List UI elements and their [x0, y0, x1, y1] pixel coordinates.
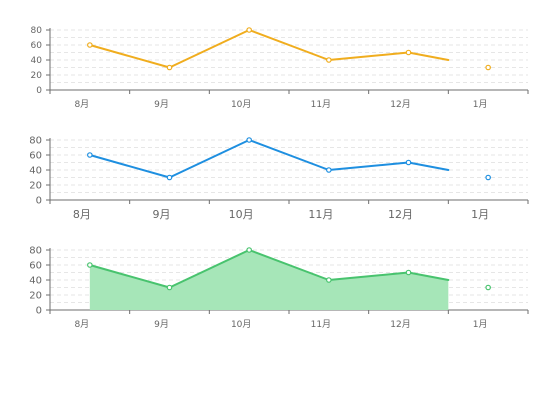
- x-tick-label: 9月: [154, 99, 169, 110]
- x-tick-label: 12月: [390, 99, 410, 110]
- x-tick-label: 1月: [471, 208, 489, 221]
- isolated-point: [485, 64, 491, 71]
- y-tick-label: 0: [36, 196, 42, 207]
- x-tick-label: 8月: [73, 208, 91, 221]
- series-line: [88, 249, 450, 289]
- series-area: [89, 250, 449, 310]
- series-line: [88, 139, 450, 179]
- isolated-point: [485, 174, 491, 181]
- x-tick-label: 12月: [388, 208, 413, 221]
- data-point: [166, 174, 173, 181]
- x-tick-label: 1月: [473, 99, 488, 110]
- data-point: [326, 167, 332, 173]
- data-point: [87, 262, 93, 268]
- y-tick-label: 40: [29, 166, 42, 177]
- y-tick-label: 20: [29, 291, 42, 302]
- x-tick-label: 10月: [229, 208, 254, 221]
- data-point: [405, 269, 412, 276]
- y-tick-label: 80: [29, 246, 42, 257]
- data-point: [326, 57, 332, 63]
- data-point: [166, 284, 173, 291]
- x-tick-label: 9月: [154, 319, 169, 330]
- data-point: [326, 277, 332, 283]
- y-tick-label: 0: [36, 86, 42, 96]
- y-tick-label: 20: [31, 71, 43, 81]
- x-tick-label: 10月: [231, 99, 251, 110]
- series-line: [88, 29, 450, 69]
- data-point: [405, 49, 412, 56]
- x-tick-label: 11月: [311, 319, 331, 330]
- x-tick-label: 8月: [74, 319, 89, 330]
- y-tick-label: 40: [31, 56, 43, 66]
- data-point: [87, 152, 93, 158]
- chart-panel-3: 0 20 40 60 80 8月 9月 10月 11月 12月 1月: [29, 246, 529, 330]
- data-point: [246, 137, 252, 143]
- x-tick-label: 11月: [311, 99, 331, 110]
- x-tick-label: 11月: [308, 208, 333, 221]
- x-tick-label: 10月: [231, 319, 251, 330]
- y-tick-label: 60: [31, 41, 43, 51]
- y-tick-label: 80: [31, 26, 43, 36]
- chart-panel-1: 0 20 40 60 80 8月 9月 10月 11月 12月 1月: [31, 26, 529, 110]
- data-point: [405, 159, 412, 166]
- x-tick-label: 8月: [74, 99, 89, 110]
- y-tick-label: 20: [29, 181, 42, 192]
- y-tick-label: 40: [29, 276, 42, 287]
- data-point: [87, 42, 93, 48]
- isolated-point: [485, 284, 491, 291]
- y-tick-label: 0: [36, 306, 42, 317]
- chart-panel-2: 0 20 40 60 80 8月 9月 10月 11月 12月 1月: [29, 136, 529, 221]
- y-tick-label: 60: [29, 261, 42, 272]
- data-point: [246, 27, 252, 33]
- data-point: [246, 247, 252, 253]
- x-tick-label: 12月: [390, 319, 410, 330]
- data-point: [166, 64, 173, 71]
- y-tick-label: 80: [29, 136, 42, 147]
- x-tick-label: 1月: [473, 319, 488, 330]
- x-tick-label: 9月: [153, 208, 171, 221]
- y-tick-label: 60: [29, 151, 42, 162]
